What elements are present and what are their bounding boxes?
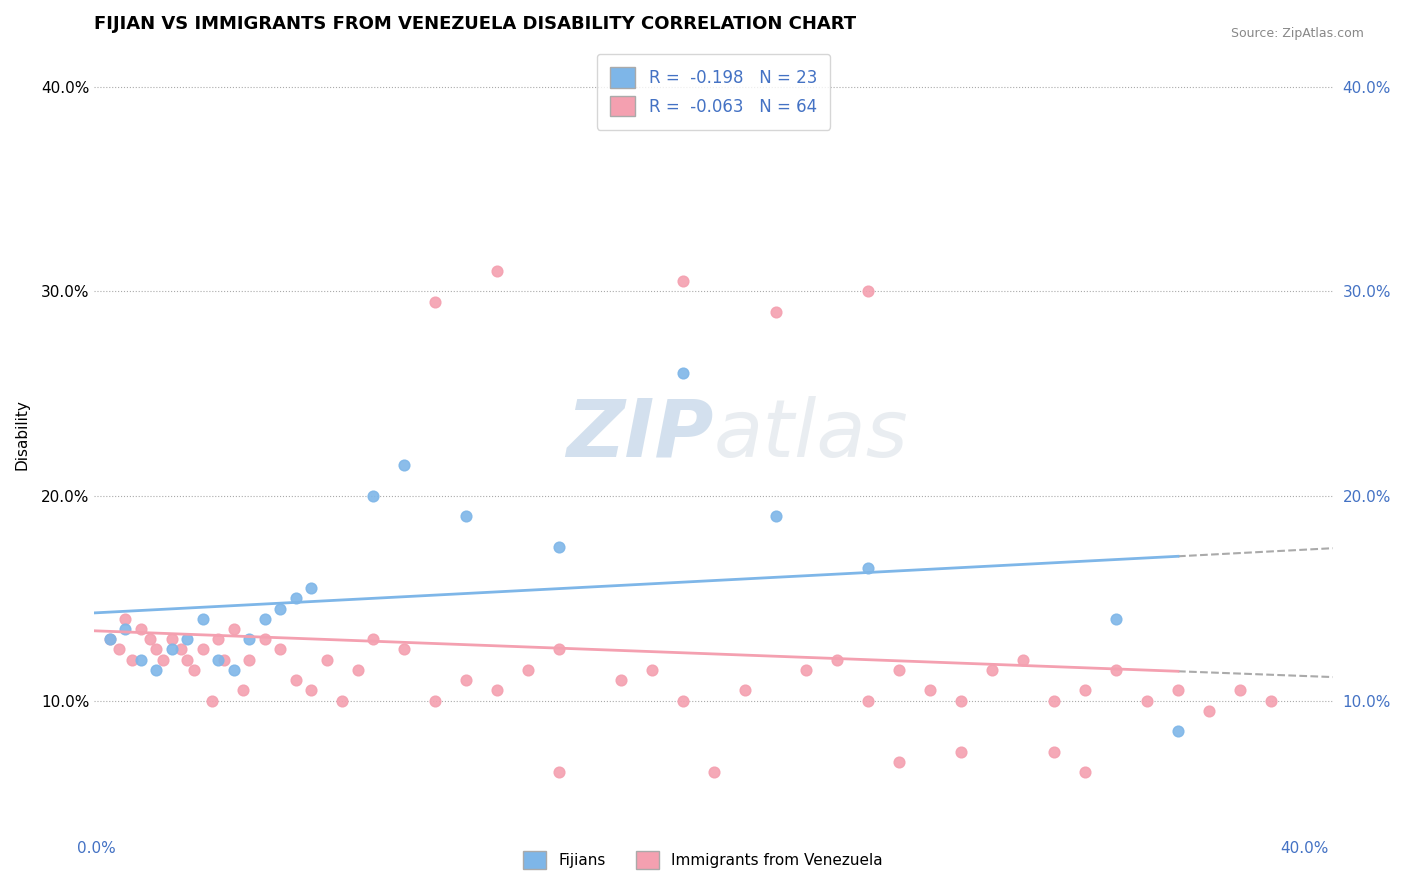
Point	[454, 509, 477, 524]
Point	[145, 642, 167, 657]
Point	[485, 264, 508, 278]
Point	[152, 653, 174, 667]
Point	[269, 642, 291, 657]
Point	[1136, 694, 1159, 708]
Legend: Fijians, Immigrants from Venezuela: Fijians, Immigrants from Venezuela	[517, 845, 889, 875]
Text: atlas: atlas	[714, 395, 908, 474]
Point	[1074, 683, 1097, 698]
Point	[765, 509, 787, 524]
Point	[238, 632, 260, 647]
Text: Source: ZipAtlas.com: Source: ZipAtlas.com	[1230, 27, 1364, 40]
Point	[108, 642, 131, 657]
Point	[1043, 694, 1066, 708]
Point	[129, 653, 152, 667]
Point	[672, 694, 695, 708]
Point	[253, 612, 276, 626]
Point	[796, 663, 818, 677]
Point	[299, 581, 322, 595]
Point	[214, 653, 236, 667]
Point	[547, 765, 569, 780]
Point	[222, 622, 245, 636]
Point	[641, 663, 664, 677]
Point	[1167, 683, 1189, 698]
Point	[98, 632, 121, 647]
Point	[1198, 704, 1220, 718]
Text: 0.0%: 0.0%	[77, 841, 117, 856]
Point	[269, 601, 291, 615]
Point	[191, 642, 214, 657]
Point	[672, 366, 695, 380]
Point	[1167, 724, 1189, 739]
Point	[299, 683, 322, 698]
Point	[207, 653, 229, 667]
Point	[889, 755, 911, 769]
Point	[170, 642, 193, 657]
Legend: R =  -0.198   N = 23, R =  -0.063   N = 64: R = -0.198 N = 23, R = -0.063 N = 64	[598, 54, 831, 129]
Point	[253, 632, 276, 647]
Point	[191, 612, 214, 626]
Point	[1105, 612, 1128, 626]
Point	[98, 632, 121, 647]
Point	[1105, 663, 1128, 677]
Point	[858, 694, 880, 708]
Point	[222, 663, 245, 677]
Point	[176, 632, 198, 647]
Point	[610, 673, 633, 688]
Point	[129, 622, 152, 636]
Point	[139, 632, 162, 647]
Point	[423, 694, 446, 708]
Point	[238, 653, 260, 667]
Point	[121, 653, 143, 667]
Point	[485, 683, 508, 698]
Point	[207, 632, 229, 647]
Point	[330, 694, 353, 708]
Point	[950, 745, 973, 759]
Y-axis label: Disability: Disability	[15, 399, 30, 470]
Point	[672, 274, 695, 288]
Point	[346, 663, 368, 677]
Point	[734, 683, 756, 698]
Point	[176, 653, 198, 667]
Point	[703, 765, 725, 780]
Point	[315, 653, 337, 667]
Text: FIJIAN VS IMMIGRANTS FROM VENEZUELA DISABILITY CORRELATION CHART: FIJIAN VS IMMIGRANTS FROM VENEZUELA DISA…	[94, 15, 856, 33]
Point	[858, 560, 880, 574]
Point	[547, 642, 569, 657]
Text: ZIP: ZIP	[567, 395, 714, 474]
Point	[1043, 745, 1066, 759]
Point	[1229, 683, 1251, 698]
Point	[114, 612, 136, 626]
Text: 40.0%: 40.0%	[1281, 841, 1329, 856]
Point	[765, 305, 787, 319]
Point	[547, 540, 569, 554]
Point	[827, 653, 849, 667]
Point	[183, 663, 205, 677]
Point	[423, 294, 446, 309]
Point	[516, 663, 538, 677]
Point	[361, 489, 384, 503]
Point	[284, 673, 307, 688]
Point	[1260, 694, 1282, 708]
Point	[1012, 653, 1035, 667]
Point	[232, 683, 254, 698]
Point	[858, 285, 880, 299]
Point	[1074, 765, 1097, 780]
Point	[392, 642, 415, 657]
Point	[145, 663, 167, 677]
Point	[361, 632, 384, 647]
Point	[981, 663, 1004, 677]
Point	[284, 591, 307, 606]
Point	[114, 622, 136, 636]
Point	[950, 694, 973, 708]
Point	[160, 642, 183, 657]
Point	[920, 683, 942, 698]
Point	[160, 632, 183, 647]
Point	[889, 663, 911, 677]
Point	[454, 673, 477, 688]
Point	[392, 458, 415, 473]
Point	[201, 694, 224, 708]
